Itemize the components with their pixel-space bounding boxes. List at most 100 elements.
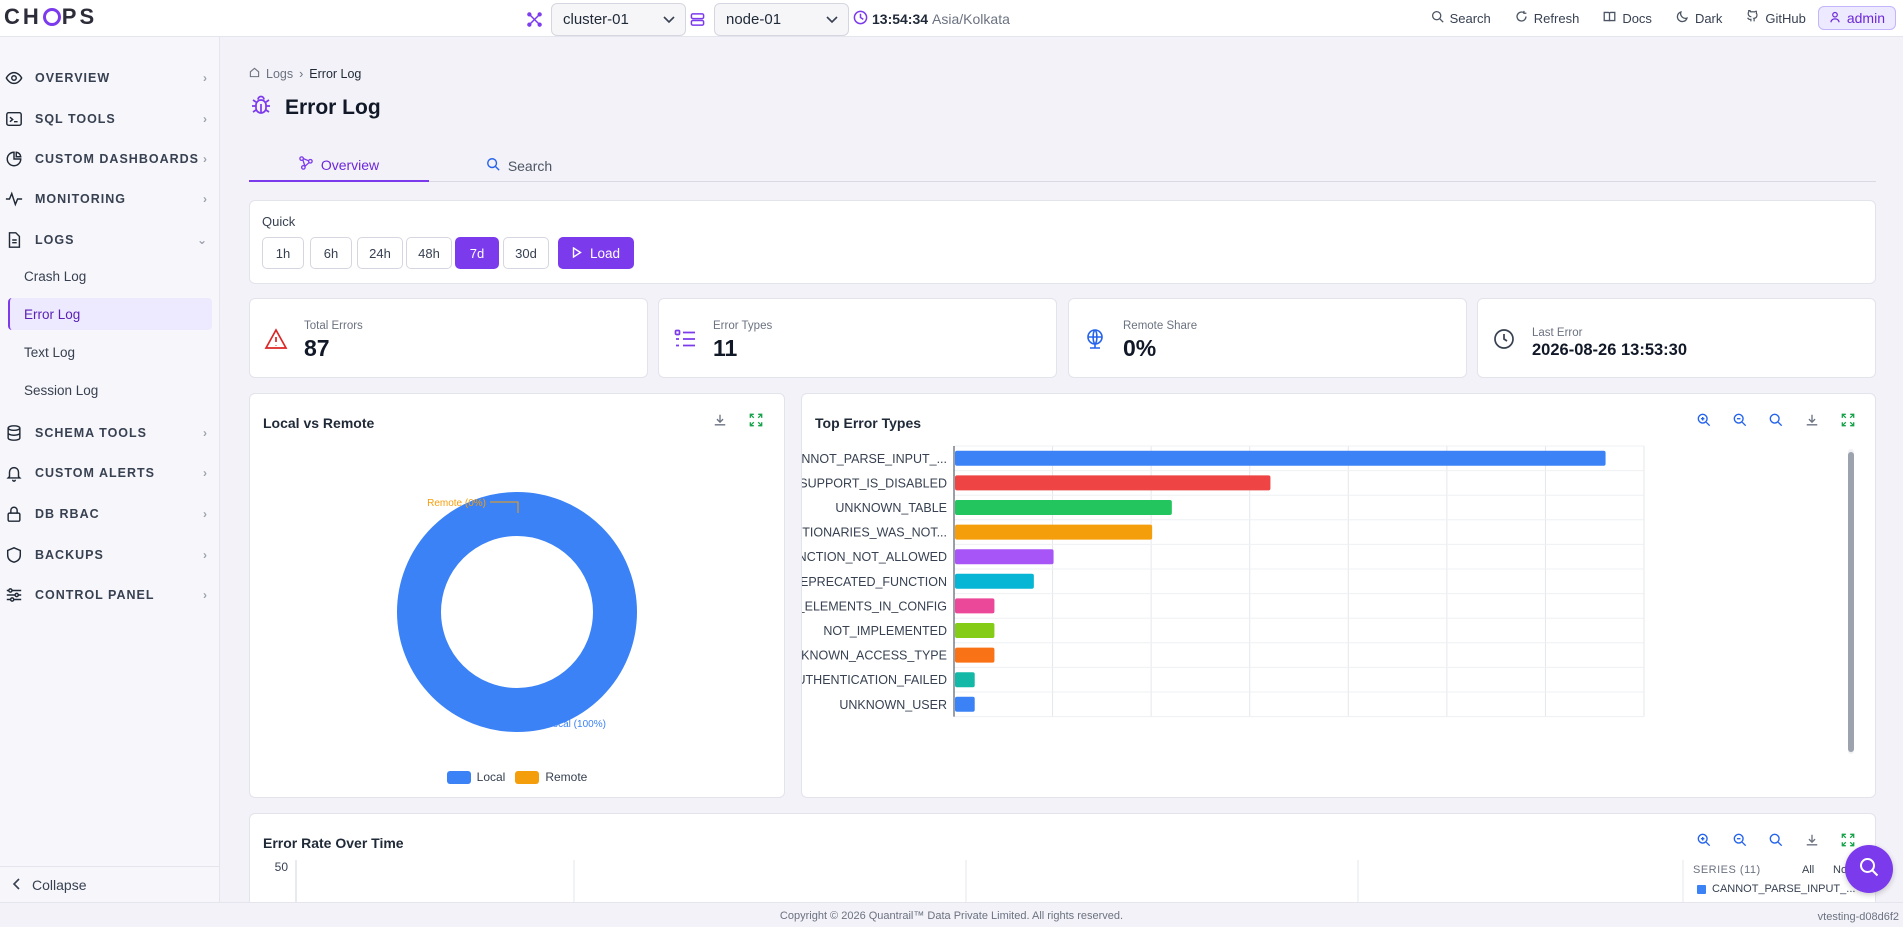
sidebar: OVERVIEW › SQL TOOLS › CUSTOM DASHBOARDS… [0,37,220,902]
download-icon[interactable] [1804,412,1820,428]
stat-label: Total Errors [304,320,363,332]
sidebar-item-control-panel[interactable]: CONTROL PANEL › [0,580,220,610]
legend-label: Local [476,770,506,784]
sidebar-item-custom-alerts[interactable]: CUSTOM ALERTS › [0,458,220,488]
zoom-out-icon[interactable] [1732,832,1748,848]
zoom-in-icon[interactable] [1696,412,1712,428]
refresh-link[interactable]: Refresh [1503,6,1592,30]
play-icon [572,246,582,261]
sidebar-item-sql-tools[interactable]: SQL TOOLS › [0,104,220,134]
docs-link-label: Docs [1622,10,1652,26]
sidebar-item-db-rbac[interactable]: DB RBAC › [0,499,220,529]
top-links: Search Refresh Docs Dark GitHub admin [1419,6,1903,30]
bar[interactable] [955,524,1153,540]
sidebar-item-logs[interactable]: LOGS ⌄ [0,225,220,255]
sidebar-item-backups[interactable]: BACKUPS › [0,540,220,570]
version-label: vtesting-d08d6f2 [1817,911,1899,923]
download-icon[interactable] [1804,832,1820,848]
tab-overview[interactable]: Overview [249,149,429,182]
sidebar-sub-crash-log[interactable]: Crash Log [8,260,212,292]
sidebar-item-schema-tools[interactable]: SCHEMA TOOLS › [0,418,220,448]
database-icon [5,424,23,442]
collapse-button[interactable]: Collapse [0,866,220,902]
user-name: admin [1846,10,1885,26]
sidebar-item-monitoring[interactable]: MONITORING › [0,184,220,214]
sidebar-item-label: SQL TOOLS [35,112,116,126]
range-24h-button[interactable]: 24h [357,237,403,269]
chevron-right-icon: › [203,507,208,521]
bar-category-label: AUTHENTICATION_FAILED [802,673,947,687]
github-link[interactable]: GitHub [1734,6,1817,30]
logo[interactable]: CH PS [4,4,98,29]
range-30d-button[interactable]: 30d [503,237,549,269]
cluster-select[interactable]: cluster-01 [551,3,686,36]
zoom-reset-icon[interactable] [1768,412,1784,428]
bar[interactable] [955,573,1034,589]
bar-category-label: DEPRECATED_FUNCTION [802,575,947,589]
chevron-left-icon [12,877,20,893]
load-button[interactable]: Load [558,237,634,269]
sidebar-sub-text-log[interactable]: Text Log [8,336,212,368]
bar[interactable] [955,647,995,663]
user-menu-button[interactable]: admin [1817,6,1896,30]
stat-value: 2026-08-26 13:53:30 [1532,341,1688,359]
bar[interactable] [955,500,1172,515]
zoom-reset-icon[interactable] [1768,832,1784,848]
donut-local-ring[interactable] [397,492,637,732]
footer: Copyright © 2026 Quantrail™ Data Private… [0,902,1903,927]
bar-category-label: CANNOT_PARSE_INPUT_... [802,452,947,466]
quick-label: Quick [262,214,296,229]
bell-icon [5,464,23,482]
search-link[interactable]: Search [1419,6,1503,30]
download-icon[interactable] [712,412,728,428]
legend-item-local[interactable]: Local [446,770,506,784]
load-label: Load [589,245,621,261]
cluster-selector-wrap: cluster-01 [525,3,686,36]
dark-mode-toggle[interactable]: Dark [1664,6,1734,30]
series-swatch [1697,884,1706,894]
chart-scrollbar[interactable] [1848,449,1854,754]
zoom-in-icon[interactable] [1696,832,1712,848]
bar[interactable] [955,672,975,688]
expand-icon[interactable] [748,412,764,428]
range-6h-button[interactable]: 6h [310,237,352,269]
expand-icon[interactable] [1840,412,1856,428]
scrollbar-thumb[interactable] [1848,452,1854,752]
legend-item-remote[interactable]: Remote [515,770,587,784]
refresh-link-label: Refresh [1533,10,1580,26]
chevron-right-icon: › [299,67,304,81]
series-all-button[interactable]: All [1802,864,1815,876]
stat-value: 11 [713,335,738,361]
sidebar-item-label: CUSTOM ALERTS [35,466,155,480]
share-nodes-icon [299,156,313,173]
expand-icon[interactable] [1840,832,1856,848]
range-7d-button[interactable]: 7d [455,237,499,269]
cluster-icon [525,11,543,29]
series-item[interactable]: CANNOT_PARSE_INPUT_... [1697,883,1857,895]
remote-callout-label: Remote (0%) [427,498,486,509]
breadcrumb-logs[interactable]: Logs [266,67,294,81]
bar[interactable] [955,696,975,712]
bar[interactable] [955,549,1054,565]
sidebar-item-overview[interactable]: OVERVIEW › [0,63,220,93]
chevron-right-icon: › [203,548,208,562]
clock-icon [853,10,868,28]
zoom-out-icon[interactable] [1732,412,1748,428]
node-select[interactable]: node-01 [714,3,849,36]
tab-search[interactable]: Search [429,149,609,182]
bar[interactable] [955,475,1271,491]
bar[interactable] [955,623,995,638]
range-48h-button[interactable]: 48h [406,237,452,269]
range-1h-button[interactable]: 1h [262,237,304,269]
sidebar-sub-error-log[interactable]: Error Log [8,298,212,330]
sidebar-sub-session-log[interactable]: Session Log [8,374,212,406]
docs-link[interactable]: Docs [1591,6,1664,30]
bar[interactable] [955,598,995,614]
chevron-right-icon: › [203,71,208,85]
copyright: Copyright © 2026 Quantrail™ Data Private… [779,910,1124,922]
sidebar-item-custom-dashboards[interactable]: CUSTOM DASHBOARDS › [0,144,220,174]
donut-chart: Remote (0%) Local (100%) [397,492,637,732]
bar[interactable] [955,450,1606,466]
panel-title: Local vs Remote [263,415,375,431]
search-fab-button[interactable] [1845,845,1893,893]
